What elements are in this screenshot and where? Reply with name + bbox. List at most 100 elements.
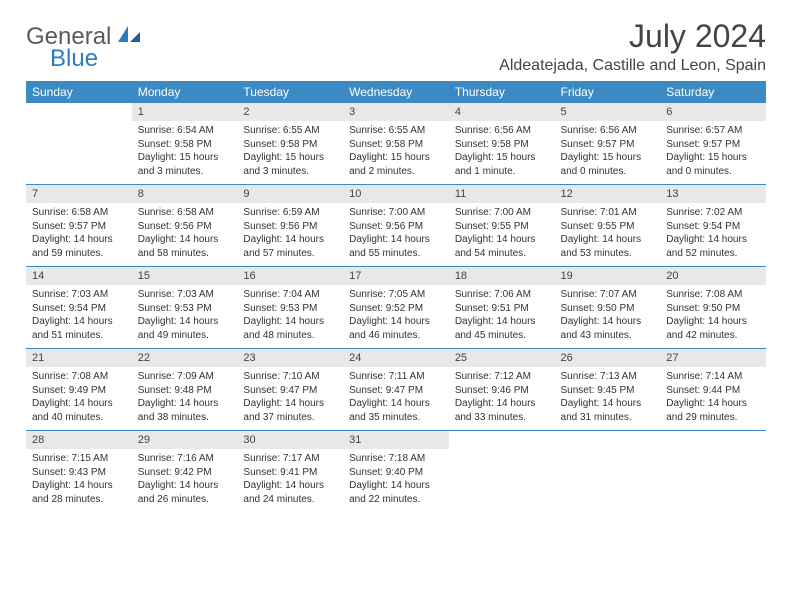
daylight-line: Daylight: 15 hours and 0 minutes. bbox=[666, 151, 760, 178]
calendar-day-cell: 12Sunrise: 7:01 AMSunset: 9:55 PMDayligh… bbox=[555, 184, 661, 266]
calendar-day-cell bbox=[449, 430, 555, 512]
day-number: 19 bbox=[555, 266, 661, 285]
day-details: Sunrise: 7:03 AMSunset: 9:53 PMDaylight:… bbox=[132, 285, 238, 348]
sunset-line: Sunset: 9:57 PM bbox=[32, 220, 126, 234]
calendar-day-cell: 3Sunrise: 6:55 AMSunset: 9:58 PMDaylight… bbox=[343, 103, 449, 184]
daylight-line: Daylight: 14 hours and 22 minutes. bbox=[349, 479, 443, 506]
calendar-week-row: 7 Sunrise: 6:58 AM Sunset: 9:57 PM Daylight… bbox=[26, 184, 766, 266]
calendar-day-cell: 27Sunrise: 7:14 AMSunset: 9:44 PMDayligh… bbox=[660, 348, 766, 430]
title-block: July 2024 Aldeatejada, Castille and Leon… bbox=[499, 18, 766, 75]
month-title: July 2024 bbox=[499, 18, 766, 55]
day-number: 2 bbox=[237, 103, 343, 121]
sunset-line: Sunset: 9:48 PM bbox=[138, 384, 232, 398]
sunset-line: Sunset: 9:58 PM bbox=[455, 138, 549, 152]
sunset-line: Sunset: 9:51 PM bbox=[455, 302, 549, 316]
sunset-line: Sunset: 9:42 PM bbox=[138, 466, 232, 480]
sunset-line: Sunset: 9:54 PM bbox=[32, 302, 126, 316]
day-details: Sunrise: 6:56 AMSunset: 9:57 PMDaylight:… bbox=[555, 121, 661, 184]
day-number: 29 bbox=[132, 430, 238, 449]
calendar-day-cell bbox=[555, 430, 661, 512]
daylight-line: Daylight: 14 hours and 38 minutes. bbox=[138, 397, 232, 424]
calendar-body: 1Sunrise: 6:54 AMSunset: 9:58 PMDaylight… bbox=[26, 103, 766, 512]
day-details: Sunrise: 7:05 AMSunset: 9:52 PMDaylight:… bbox=[343, 285, 449, 348]
day-number: 11 bbox=[449, 184, 555, 203]
day-details: Sunrise: 7:11 AMSunset: 9:47 PMDaylight:… bbox=[343, 367, 449, 430]
sunrise-line: Sunrise: 7:14 AM bbox=[666, 370, 760, 384]
calendar-day-cell: 19Sunrise: 7:07 AMSunset: 9:50 PMDayligh… bbox=[555, 266, 661, 348]
logo-sail-icon bbox=[116, 24, 142, 49]
day-details: Sunrise: 7:02 AMSunset: 9:54 PMDaylight:… bbox=[660, 203, 766, 266]
calendar-day-cell: 6Sunrise: 6:57 AMSunset: 9:57 PMDaylight… bbox=[660, 103, 766, 184]
sunrise-line: Sunrise: 7:16 AM bbox=[138, 452, 232, 466]
calendar-day-cell: 29Sunrise: 7:16 AMSunset: 9:42 PMDayligh… bbox=[132, 430, 238, 512]
day-details: Sunrise: 6:55 AMSunset: 9:58 PMDaylight:… bbox=[237, 121, 343, 184]
sunrise-line: Sunrise: 6:56 AM bbox=[561, 124, 655, 138]
calendar-day-cell: 18Sunrise: 7:06 AMSunset: 9:51 PMDayligh… bbox=[449, 266, 555, 348]
calendar-week-row: 21Sunrise: 7:08 AMSunset: 9:49 PMDayligh… bbox=[26, 348, 766, 430]
sunset-line: Sunset: 9:56 PM bbox=[138, 220, 232, 234]
sunrise-line: Sunrise: 7:01 AM bbox=[561, 206, 655, 220]
daylight-line: Daylight: 14 hours and 58 minutes. bbox=[138, 233, 232, 260]
calendar-day-cell: 5Sunrise: 6:56 AMSunset: 9:57 PMDaylight… bbox=[555, 103, 661, 184]
sunset-line: Sunset: 9:47 PM bbox=[243, 384, 337, 398]
sunrise-line: Sunrise: 6:59 AM bbox=[243, 206, 337, 220]
calendar-week-row: 1Sunrise: 6:54 AMSunset: 9:58 PMDaylight… bbox=[26, 103, 766, 184]
sunrise-line: Sunrise: 7:11 AM bbox=[349, 370, 443, 384]
day-number: 23 bbox=[237, 348, 343, 367]
calendar-day-cell: 9Sunrise: 6:59 AMSunset: 9:56 PMDaylight… bbox=[237, 184, 343, 266]
day-details: Sunrise: 7:09 AMSunset: 9:48 PMDaylight:… bbox=[132, 367, 238, 430]
sunrise-line: Sunrise: 7:13 AM bbox=[561, 370, 655, 384]
daylight-line: Daylight: 14 hours and 33 minutes. bbox=[455, 397, 549, 424]
calendar-head: SundayMondayTuesdayWednesdayThursdayFrid… bbox=[26, 81, 766, 103]
day-number: 8 bbox=[132, 184, 238, 203]
daylight-line: Daylight: 14 hours and 53 minutes. bbox=[561, 233, 655, 260]
day-number: 7 bbox=[26, 184, 132, 203]
day-details: Sunrise: 6:58 AMSunset: 9:56 PMDaylight:… bbox=[132, 203, 238, 266]
sunrise-line: Sunrise: 6:57 AM bbox=[666, 124, 760, 138]
calendar-page: General Blue July 2024 Aldeatejada, Cast… bbox=[0, 0, 792, 522]
calendar-day-cell: 24Sunrise: 7:11 AMSunset: 9:47 PMDayligh… bbox=[343, 348, 449, 430]
calendar-day-cell: 13Sunrise: 7:02 AMSunset: 9:54 PMDayligh… bbox=[660, 184, 766, 266]
day-details: Sunrise: 7:15 AMSunset: 9:43 PMDaylight:… bbox=[26, 449, 132, 512]
sunset-line: Sunset: 9:55 PM bbox=[455, 220, 549, 234]
day-details: Sunrise: 7:16 AMSunset: 9:42 PMDaylight:… bbox=[132, 449, 238, 512]
calendar-week-row: 28Sunrise: 7:15 AMSunset: 9:43 PMDayligh… bbox=[26, 430, 766, 512]
weekday-header: Sunday bbox=[26, 81, 132, 103]
day-number: 27 bbox=[660, 348, 766, 367]
day-details: Sunrise: 7:04 AMSunset: 9:53 PMDaylight:… bbox=[237, 285, 343, 348]
day-details: Sunrise: 6:54 AMSunset: 9:58 PMDaylight:… bbox=[132, 121, 238, 184]
sunrise-line: Sunrise: 7:12 AM bbox=[455, 370, 549, 384]
day-number: 10 bbox=[343, 184, 449, 203]
day-details: Sunrise: 7:08 AMSunset: 9:49 PMDaylight:… bbox=[26, 367, 132, 430]
sunset-line: Sunset: 9:45 PM bbox=[561, 384, 655, 398]
day-details: Sunrise: 7:03 AMSunset: 9:54 PMDaylight:… bbox=[26, 285, 132, 348]
sunset-line: Sunset: 9:58 PM bbox=[243, 138, 337, 152]
calendar-day-cell: 28Sunrise: 7:15 AMSunset: 9:43 PMDayligh… bbox=[26, 430, 132, 512]
day-details: Sunrise: 7:06 AMSunset: 9:51 PMDaylight:… bbox=[449, 285, 555, 348]
sunset-line: Sunset: 9:50 PM bbox=[666, 302, 760, 316]
day-number: 25 bbox=[449, 348, 555, 367]
sunrise-line: Sunrise: 7:08 AM bbox=[32, 370, 126, 384]
calendar-day-cell: 25Sunrise: 7:12 AMSunset: 9:46 PMDayligh… bbox=[449, 348, 555, 430]
sunrise-line: Sunrise: 6:56 AM bbox=[455, 124, 549, 138]
sunset-line: Sunset: 9:52 PM bbox=[349, 302, 443, 316]
sunrise-line: Sunrise: 6:58 AM bbox=[138, 206, 232, 220]
day-number: 30 bbox=[237, 430, 343, 449]
day-number: 3 bbox=[343, 103, 449, 121]
day-details: Sunrise: 7:08 AMSunset: 9:50 PMDaylight:… bbox=[660, 285, 766, 348]
day-details: Sunrise: 6:56 AMSunset: 9:58 PMDaylight:… bbox=[449, 121, 555, 184]
calendar-day-cell: 14Sunrise: 7:03 AMSunset: 9:54 PMDayligh… bbox=[26, 266, 132, 348]
sunset-line: Sunset: 9:56 PM bbox=[349, 220, 443, 234]
day-details: Sunrise: 7:10 AMSunset: 9:47 PMDaylight:… bbox=[237, 367, 343, 430]
day-details: Sunrise: 7:17 AMSunset: 9:41 PMDaylight:… bbox=[237, 449, 343, 512]
calendar-day-cell: 16Sunrise: 7:04 AMSunset: 9:53 PMDayligh… bbox=[237, 266, 343, 348]
calendar-day-cell: 7Sunrise: 6:58 AMSunset: 9:57 PMDaylight… bbox=[26, 184, 132, 266]
daylight-line: Daylight: 14 hours and 31 minutes. bbox=[561, 397, 655, 424]
sunrise-line: Sunrise: 7:03 AM bbox=[138, 288, 232, 302]
daylight-line: Daylight: 14 hours and 35 minutes. bbox=[349, 397, 443, 424]
sunrise-line: Sunrise: 7:00 AM bbox=[455, 206, 549, 220]
calendar-day-cell bbox=[26, 103, 132, 184]
day-details: Sunrise: 7:12 AMSunset: 9:46 PMDaylight:… bbox=[449, 367, 555, 430]
day-number: 26 bbox=[555, 348, 661, 367]
calendar-day-cell: 30Sunrise: 7:17 AMSunset: 9:41 PMDayligh… bbox=[237, 430, 343, 512]
